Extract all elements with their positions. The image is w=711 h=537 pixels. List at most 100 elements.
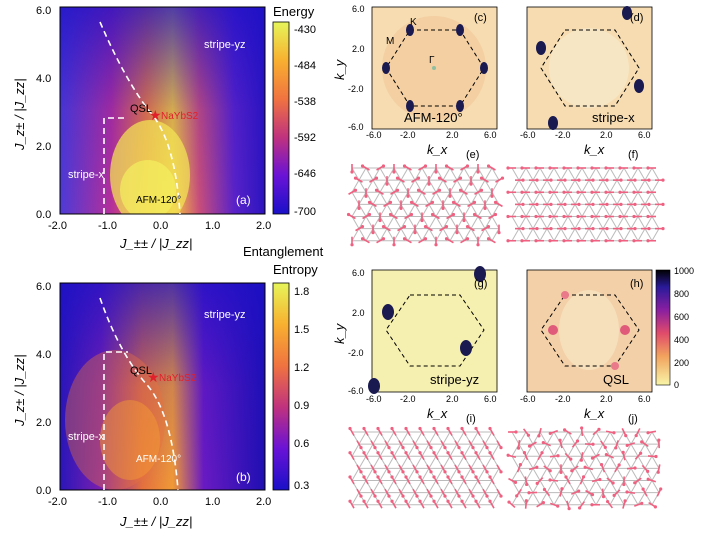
lattice-bond [616,191,625,205]
lattice-bond [518,216,527,229]
x-tick: 2.0 [256,220,271,232]
spin-head [604,452,608,457]
spin-head [591,178,595,182]
lattice-bond [351,179,360,193]
spin-head [476,243,480,247]
lattice-bond [421,443,430,457]
spin-head [516,446,521,450]
panel-g: stripe-yz (g) -6.0 -2.0 2.0 6.0 6.0 2.0 … [332,266,498,421]
lattice-bond [525,468,534,481]
spin-head [429,445,433,450]
spin-head [476,170,480,174]
x-tick: 6.0 [484,394,497,404]
lattice-bond [421,492,430,505]
lattice-bond [560,204,569,217]
lattice-bond [532,492,541,505]
lattice-bond [651,443,660,457]
lattice-bond [400,431,409,445]
spin-head [423,164,428,168]
spin-head [493,212,498,217]
x-tick: 2.0 [600,130,613,140]
lattice-bond [644,228,653,241]
lattice-bond [546,443,555,457]
lattice-bond [407,204,416,217]
spin-head [657,438,661,442]
spin-head [612,431,616,435]
lattice-bond [651,228,660,241]
phase-label-h: QSL [603,372,629,387]
spin-head [479,188,484,192]
lattice-bond [428,204,437,217]
lattice-bond [435,443,444,457]
spin-head [444,164,449,168]
sf-cbar-tick: 200 [674,358,689,368]
spin-head [390,499,394,503]
spin-head [541,501,545,505]
spin-head [577,202,581,206]
spin-head [485,445,489,450]
spin-head [661,227,665,231]
spin-head [591,202,595,206]
x-tick: 1.0 [205,220,220,232]
spin-head [390,451,394,455]
lattice-bond [637,204,646,217]
lattice-bond [609,228,618,241]
spin-head [387,470,391,474]
lattice-bond [539,431,548,445]
lattice-bond [581,431,590,445]
lattice-bond [651,431,660,445]
cbar-tick: -538 [294,96,316,108]
lattice-bond [484,431,493,445]
spin-head [548,469,552,473]
spin-head [429,470,433,474]
x-axis-b: -2.0 -1.0 0.0 1.0 2.0 [48,496,271,508]
spin-head [418,499,422,503]
spin-head [580,426,584,430]
spin-head [472,212,477,217]
label-stripe-x: stripe-x [68,431,105,443]
lattice-bond [581,167,590,181]
spin-head [563,202,567,206]
lattice-bond [456,179,465,193]
m-point-label: M [386,36,394,47]
lattice-bond [470,204,479,217]
spin-head [404,426,408,431]
y-tick: 6.0 [352,4,365,14]
lattice-bond [365,216,374,229]
spin-head [604,239,608,243]
lattice-bond [442,204,451,217]
label-qsl: QSL [130,103,152,115]
lattice-bond [393,492,402,505]
lattice-bond [407,179,416,193]
spin-head [388,212,393,217]
lattice-bond [428,191,437,205]
y-tick: 4.0 [36,349,51,361]
lattice-bond [539,228,548,241]
lattice-bond [616,228,625,241]
lattice-bond [553,480,562,493]
spin-head [577,489,581,493]
spin-head [633,227,637,231]
spin-head [359,445,363,450]
lattice-bond [358,179,367,193]
lattice-bond [630,480,639,493]
lattice-bond [644,167,653,181]
lattice-e [346,164,505,247]
colorbar-b [272,282,290,491]
spin-head [460,426,464,431]
spin-head [576,190,580,194]
spin-head [486,164,491,168]
spin-head [434,170,438,174]
lattice-bond [491,167,500,181]
spin-head [548,431,552,436]
lattice-bond [456,191,465,205]
lattice-bond [456,204,465,217]
spin-head [646,431,650,435]
spin-head [451,200,456,204]
lattice-bond [442,167,451,181]
lattice-bond [518,468,527,481]
lattice-f [506,166,665,243]
spin-head [541,440,545,445]
lattice-bond [525,480,534,493]
